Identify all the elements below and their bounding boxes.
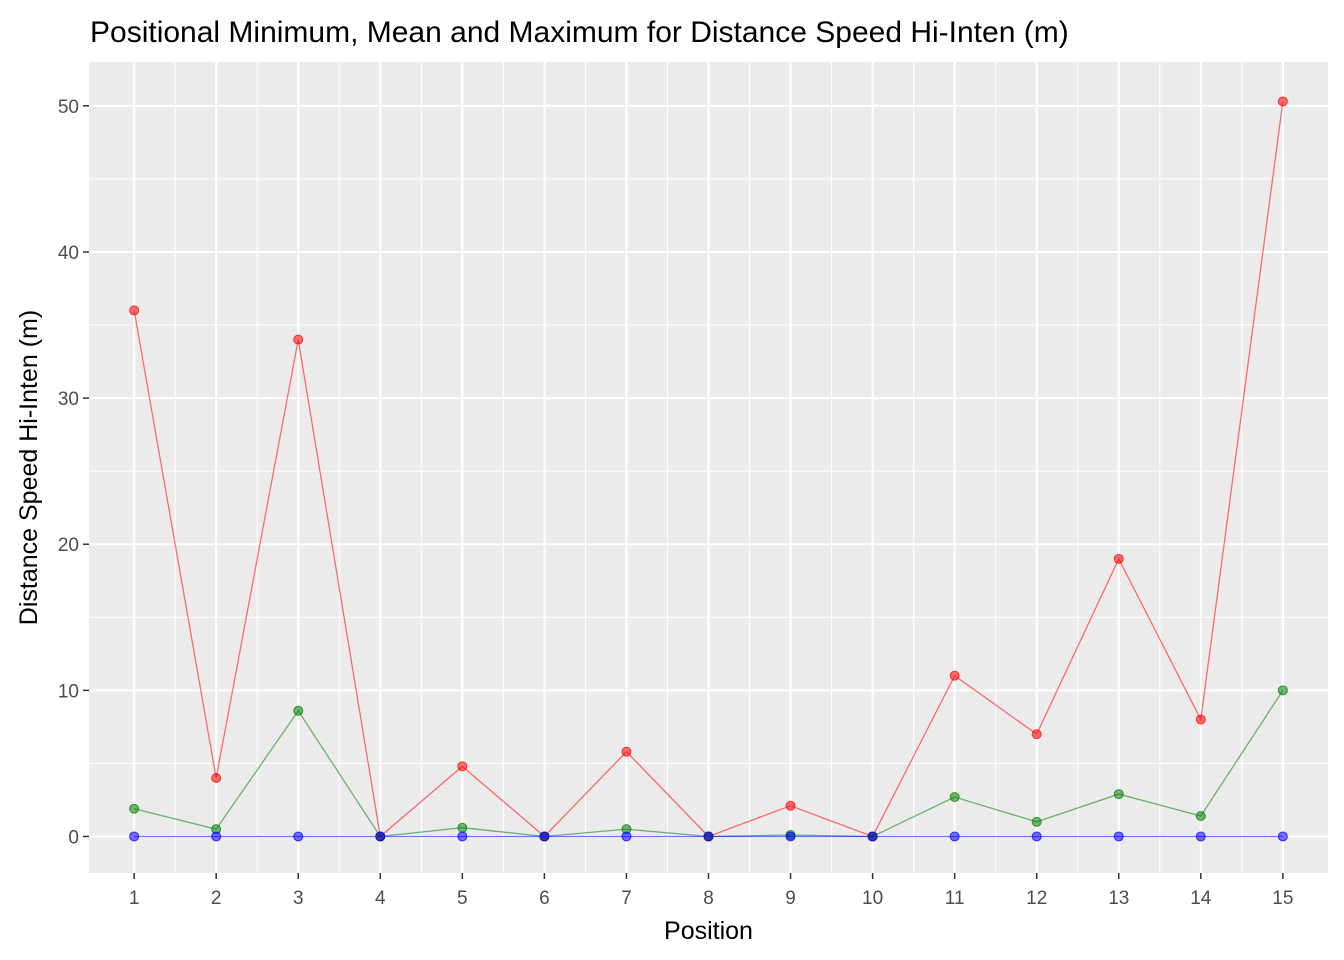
series-2-point — [293, 831, 304, 842]
y-tick-label: 30 — [58, 389, 79, 410]
x-tick-label: 12 — [1026, 888, 1047, 909]
x-tick-label: 3 — [293, 888, 304, 909]
series-0-point — [1277, 96, 1288, 107]
y-tick-label: 20 — [58, 535, 79, 556]
series-0-point — [785, 800, 796, 811]
series-2-point — [621, 831, 632, 842]
y-tick-label: 40 — [58, 243, 79, 264]
x-tick-label: 13 — [1108, 888, 1129, 909]
y-tick-label: 50 — [58, 97, 79, 118]
x-tick-label: 8 — [703, 888, 714, 909]
series-0-point — [457, 761, 468, 772]
series-2-point — [1113, 831, 1124, 842]
x-tick-label: 5 — [457, 888, 468, 909]
y-axis-tick-labels: 0 10 20 30 40 50 — [58, 97, 79, 849]
x-tick-label: 9 — [785, 888, 796, 909]
x-tick-label: 15 — [1272, 888, 1293, 909]
series-points — [129, 96, 1288, 842]
series-2-point — [867, 831, 878, 842]
x-axis-tick-labels: 1 2 3 4 5 6 7 8 9 10 11 12 13 14 15 — [129, 888, 1294, 909]
axis-ticks — [83, 105, 1284, 879]
series-0-point — [1113, 553, 1124, 564]
series-1-point — [293, 705, 304, 716]
series-1-point — [1277, 685, 1288, 696]
series-2-point — [1031, 831, 1042, 842]
series-0-point — [211, 773, 222, 784]
series-0-point — [129, 305, 140, 316]
series-0-point — [293, 334, 304, 345]
series-1-point — [129, 803, 140, 814]
series-2-point — [785, 831, 796, 842]
series-2-point — [539, 831, 550, 842]
x-axis-title: Position — [664, 917, 753, 945]
series-2-point — [703, 831, 714, 842]
series-1-point — [457, 822, 468, 833]
y-axis-title: Distance Speed Hi-Inten (m) — [15, 310, 43, 625]
x-tick-label: 1 — [129, 888, 140, 909]
y-tick-label: 0 — [68, 827, 79, 848]
series-2-point — [211, 831, 222, 842]
series-2-point — [1195, 831, 1206, 842]
y-tick-label: 10 — [58, 681, 79, 702]
series-2-point — [949, 831, 960, 842]
series-1-point — [949, 792, 960, 803]
x-tick-label: 7 — [621, 888, 632, 909]
series-2-point — [457, 831, 468, 842]
series-1-point — [1031, 816, 1042, 827]
x-tick-label: 14 — [1190, 888, 1212, 909]
x-tick-label: 2 — [211, 888, 222, 909]
series-0-point — [1031, 729, 1042, 740]
series-0-point — [949, 670, 960, 681]
x-tick-label: 4 — [375, 888, 386, 909]
series-2-point — [129, 831, 140, 842]
x-tick-label: 11 — [945, 888, 965, 909]
series-2-point — [1277, 831, 1288, 842]
x-tick-label: 6 — [539, 888, 550, 909]
chart-title: Positional Minimum, Mean and Maximum for… — [90, 16, 1069, 49]
series-0-point — [621, 746, 632, 757]
series-1-point — [1195, 811, 1206, 822]
series-1-point — [1113, 789, 1124, 800]
x-tick-label: 10 — [862, 888, 883, 909]
series-2-point — [375, 831, 386, 842]
series-0-point — [1195, 714, 1206, 725]
